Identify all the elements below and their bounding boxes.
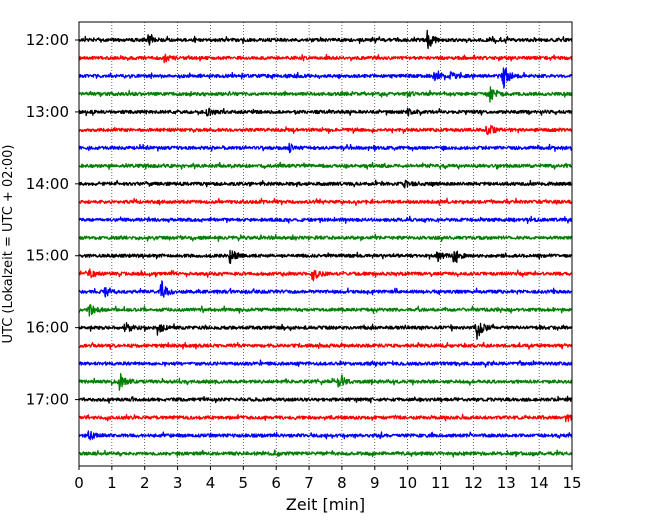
y-axis-ticks: 12:00 13:00 14:00 15:00 16:00 17:00 — [26, 31, 79, 409]
seismic-trace — [78, 321, 573, 340]
x-axis-label: Zeit [min] — [286, 495, 365, 514]
x-tick-label: 10 — [398, 474, 417, 492]
x-tick-label: 13 — [497, 474, 516, 492]
plot-frame — [78, 21, 573, 467]
x-tick-label: 8 — [337, 474, 347, 492]
x-tick-label: 5 — [239, 474, 249, 492]
seismic-trace — [78, 359, 573, 368]
y-tick-label: 14:00 — [26, 175, 69, 193]
seismic-trace — [78, 29, 573, 50]
x-tick-label: 14 — [530, 474, 549, 492]
seismic-trace — [78, 67, 573, 89]
seismic-trace — [78, 215, 573, 224]
seismic-trace — [78, 280, 573, 298]
y-tick-label: 17:00 — [26, 391, 69, 409]
seismic-trace — [78, 197, 573, 207]
x-tick-label: 4 — [206, 474, 216, 492]
seismic-trace — [78, 449, 573, 458]
seismic-trace — [78, 268, 573, 282]
seismic-trace — [78, 249, 573, 264]
x-axis-ticks: 0 1 2 3 4 5 6 7 8 9 10 11 12 13 14 15 — [74, 466, 582, 492]
x-tick-label: 2 — [140, 474, 150, 492]
seismic-trace — [78, 413, 573, 423]
x-tick-label: 11 — [431, 474, 450, 492]
x-tick-label: 0 — [74, 474, 84, 492]
y-tick-label: 12:00 — [26, 31, 69, 49]
seismic-trace — [78, 142, 573, 154]
seismic-trace — [78, 53, 573, 64]
x-tick-label: 6 — [271, 474, 281, 492]
x-tick-label: 12 — [464, 474, 483, 492]
seismic-trace — [78, 124, 573, 136]
seismic-trace — [78, 341, 573, 350]
x-tick-label: 7 — [304, 474, 314, 492]
y-tick-label: 13:00 — [26, 103, 69, 121]
y-tick-label: 15:00 — [26, 247, 69, 265]
y-axis-label: UTC (Lokalzeit = UTC + 02:00) — [1, 145, 16, 344]
x-tick-label: 9 — [370, 474, 380, 492]
y-tick-label: 16:00 — [26, 319, 69, 337]
x-tick-label: 1 — [107, 474, 117, 492]
grid-lines — [111, 22, 540, 466]
x-tick-label: 3 — [173, 474, 183, 492]
x-tick-label: 15 — [562, 474, 581, 492]
seismic-trace — [78, 107, 573, 117]
seismic-trace — [78, 233, 573, 242]
seismic-trace — [78, 179, 573, 189]
seismic-trace — [78, 86, 573, 103]
seismic-trace — [78, 161, 573, 170]
seismic-trace — [78, 304, 573, 317]
seismic-trace — [78, 430, 573, 441]
seismic-trace — [78, 395, 573, 404]
seismic-trace — [78, 373, 573, 391]
traces — [78, 29, 573, 458]
